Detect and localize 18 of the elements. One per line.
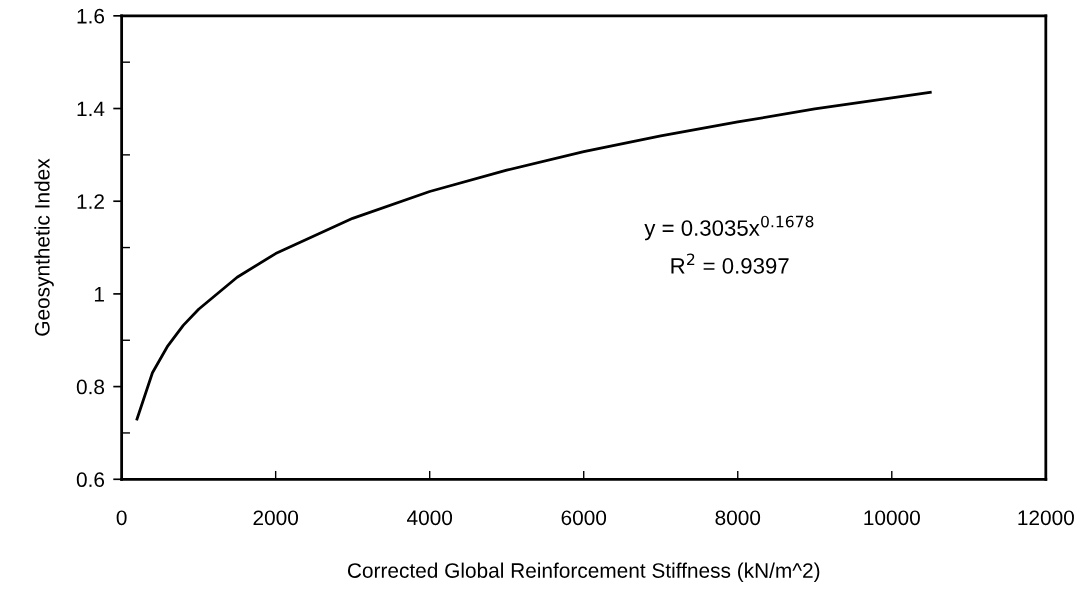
x-tick-label: 6000 — [561, 510, 607, 526]
y-tick-label: 1.2 — [77, 194, 104, 209]
y-tick-label: 0.6 — [76, 472, 105, 488]
x-tick-label: 2000 — [253, 510, 299, 526]
x-axis-title: Corrected Global Reinforcement Stiffness (kN/m^2) — [347, 562, 820, 582]
y-tick-label: 0.8 — [76, 379, 105, 395]
y-tick-label: 1.4 — [77, 101, 105, 117]
y-tick-label: 1 — [94, 287, 104, 302]
line-series — [135, 90, 932, 421]
x-tick-label: 12000 — [1018, 510, 1074, 526]
annotation: R$^{2}$ = 0.9397 — [671, 253, 789, 274]
y-axis-title: Geosynthetic Index — [34, 158, 54, 336]
x-tick-label: 4000 — [407, 510, 453, 526]
x-tick-label: 10000 — [864, 510, 920, 526]
x-tick-label: 8000 — [715, 510, 761, 526]
y-tick-label: 1.6 — [77, 8, 105, 24]
x-tick-label: 0 — [116, 510, 127, 526]
annotation: y = 0.3035x$^{0.1678}$ — [644, 215, 814, 241]
